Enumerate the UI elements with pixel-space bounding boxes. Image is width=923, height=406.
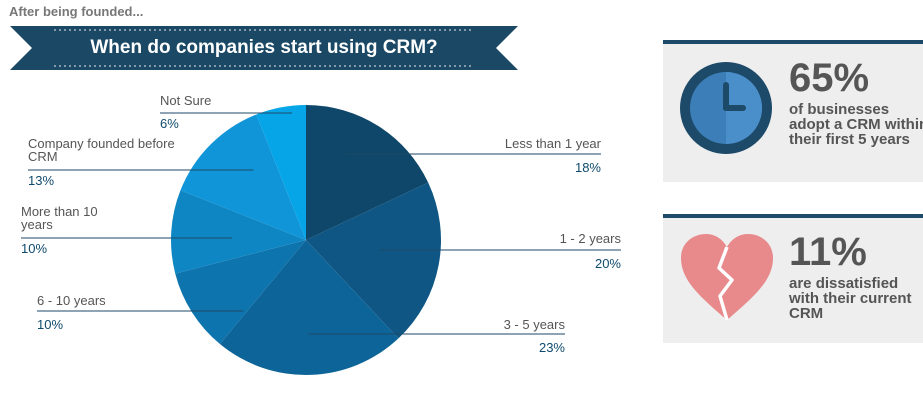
label-1-2-years: 1 - 2 years [559,231,621,246]
label-company-founded-before-crm: Company founded before CRM [28,136,175,164]
pie-slice-not-sure [256,105,306,240]
chart-title: When do companies start using CRM? [90,37,438,58]
pie-slice-6-10-years [175,240,306,345]
label-3-5-years: 3 - 5 years [503,317,565,332]
pie-slice-more-than-10-years [171,190,306,274]
pct-more-than-10-years: 10% [21,241,48,256]
clock-icon [680,62,772,154]
stat-number-dissatisfaction: 11% [789,230,867,274]
pct-3-5-years: 23% [538,340,565,355]
pct-company-founded-before-crm: 13% [28,173,55,188]
stat-card-adoption: 65% of businesses adopt a CRM within the… [663,40,923,182]
pie-slice-1-2-years [306,182,441,339]
pct-not-sure: 6% [160,116,179,131]
pct-1-2-years: 20% [594,256,621,271]
pct-less-than-1-year: 18% [574,160,601,175]
label-more-than-10-years: More than 10 years [21,204,98,232]
label-not-sure: Not Sure [160,93,212,108]
pct-6-10-years: 10% [37,317,64,332]
pie-slice-company-founded-before-crm [180,114,306,240]
stat-card-dissatisfaction: 11% are dissatisfied with their current … [663,214,923,343]
chart-subtitle: After being founded... [9,4,144,19]
pie-slice-3-5-years [219,240,399,375]
title-banner [10,26,518,70]
label-less-than-1-year: Less than 1 year [504,136,601,151]
pie-slice-less-than-1-year [306,105,429,240]
stat-text-adoption: of businesses adopt a CRM within their f… [789,101,923,148]
label-6-10-years: 6 - 10 years [37,293,106,308]
stat-number-adoption: 65% [789,56,870,100]
stat-text-dissatisfaction: are dissatisfied with their current CRM [789,275,912,322]
broken-heart-icon [681,234,773,321]
